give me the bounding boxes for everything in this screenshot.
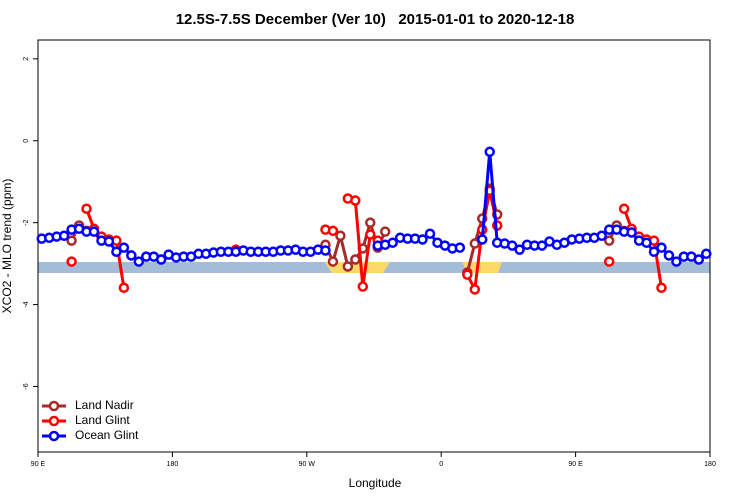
- data-point: [118, 242, 130, 253]
- legend-marker: [48, 430, 60, 442]
- data-point: [327, 225, 339, 237]
- x-tick-label: 90 E: [31, 461, 46, 468]
- data-point: [350, 254, 361, 265]
- data-point: [424, 228, 436, 239]
- data-point: [603, 235, 615, 246]
- data-point: [342, 261, 354, 272]
- data-point: [387, 237, 398, 248]
- data-point: [656, 282, 667, 294]
- data-point: [126, 250, 137, 261]
- data-point: [81, 203, 92, 214]
- data-point: [118, 282, 130, 294]
- x-tick-label: 0: [439, 461, 443, 468]
- data-point: [327, 256, 339, 267]
- data-point: [477, 234, 488, 245]
- y-tick-label: 2: [23, 57, 30, 61]
- x-tick-label: 90 E: [568, 461, 583, 468]
- legend-marker: [48, 415, 60, 427]
- data-point: [671, 256, 682, 267]
- data-point: [103, 236, 115, 247]
- data-point: [462, 269, 473, 280]
- axes: 90 E 180 90 W 0 90 E 180 2 0 -2 -4 -6: [23, 57, 716, 468]
- data-point: [663, 250, 675, 261]
- data-point: [603, 256, 615, 267]
- data-point: [335, 230, 346, 242]
- data-point: [320, 245, 331, 256]
- data-point: [626, 227, 637, 238]
- data-point: [469, 284, 481, 295]
- data-point: [379, 226, 391, 237]
- data-point: [88, 226, 100, 237]
- data-point: [641, 237, 652, 248]
- x-tick-label: 180: [704, 461, 716, 468]
- y-axis-label: XCO2 - MLO trend (ppm): [0, 179, 14, 314]
- y-tick-label: 0: [23, 139, 30, 143]
- data-point: [365, 217, 376, 228]
- legend-label: Land Nadir: [75, 398, 134, 412]
- data-point: [506, 240, 518, 251]
- data-point: [155, 254, 167, 265]
- data-point: [618, 203, 630, 214]
- legend-marker: [48, 400, 60, 412]
- legend-label: Ocean Glint: [75, 428, 139, 442]
- data-point: [357, 281, 369, 292]
- data-point: [693, 254, 705, 265]
- data-point: [648, 246, 660, 257]
- plot-frame: [37, 39, 711, 453]
- data-point: [133, 256, 145, 267]
- x-axis-label: Longitude: [349, 476, 402, 490]
- data-point: [514, 244, 525, 255]
- data-point: [365, 229, 376, 240]
- data-point: [417, 234, 428, 245]
- data-point: [350, 195, 361, 206]
- data-point: [484, 146, 495, 158]
- data-point: [656, 242, 667, 253]
- data-point: [58, 230, 70, 242]
- data-point: [66, 235, 77, 246]
- x-tick-label: 180: [167, 461, 179, 468]
- legend-label: Land Glint: [75, 413, 130, 427]
- land-patch: [325, 262, 390, 273]
- y-tick-label: -6: [23, 383, 30, 389]
- y-tick-label: -2: [23, 219, 30, 225]
- y-tick-label: -4: [23, 301, 30, 307]
- chart-title: 12.5S-7.5S December (Ver 10) 2015-01-01 …: [176, 11, 575, 28]
- data-point: [454, 242, 466, 253]
- data-point: [111, 246, 122, 257]
- data-point: [596, 230, 607, 242]
- data-point: [536, 240, 548, 251]
- data-point: [701, 248, 712, 260]
- data-point: [469, 238, 481, 249]
- series-layer: [36, 146, 712, 295]
- x-tick-label: 90 W: [299, 461, 316, 468]
- data-point: [66, 256, 77, 267]
